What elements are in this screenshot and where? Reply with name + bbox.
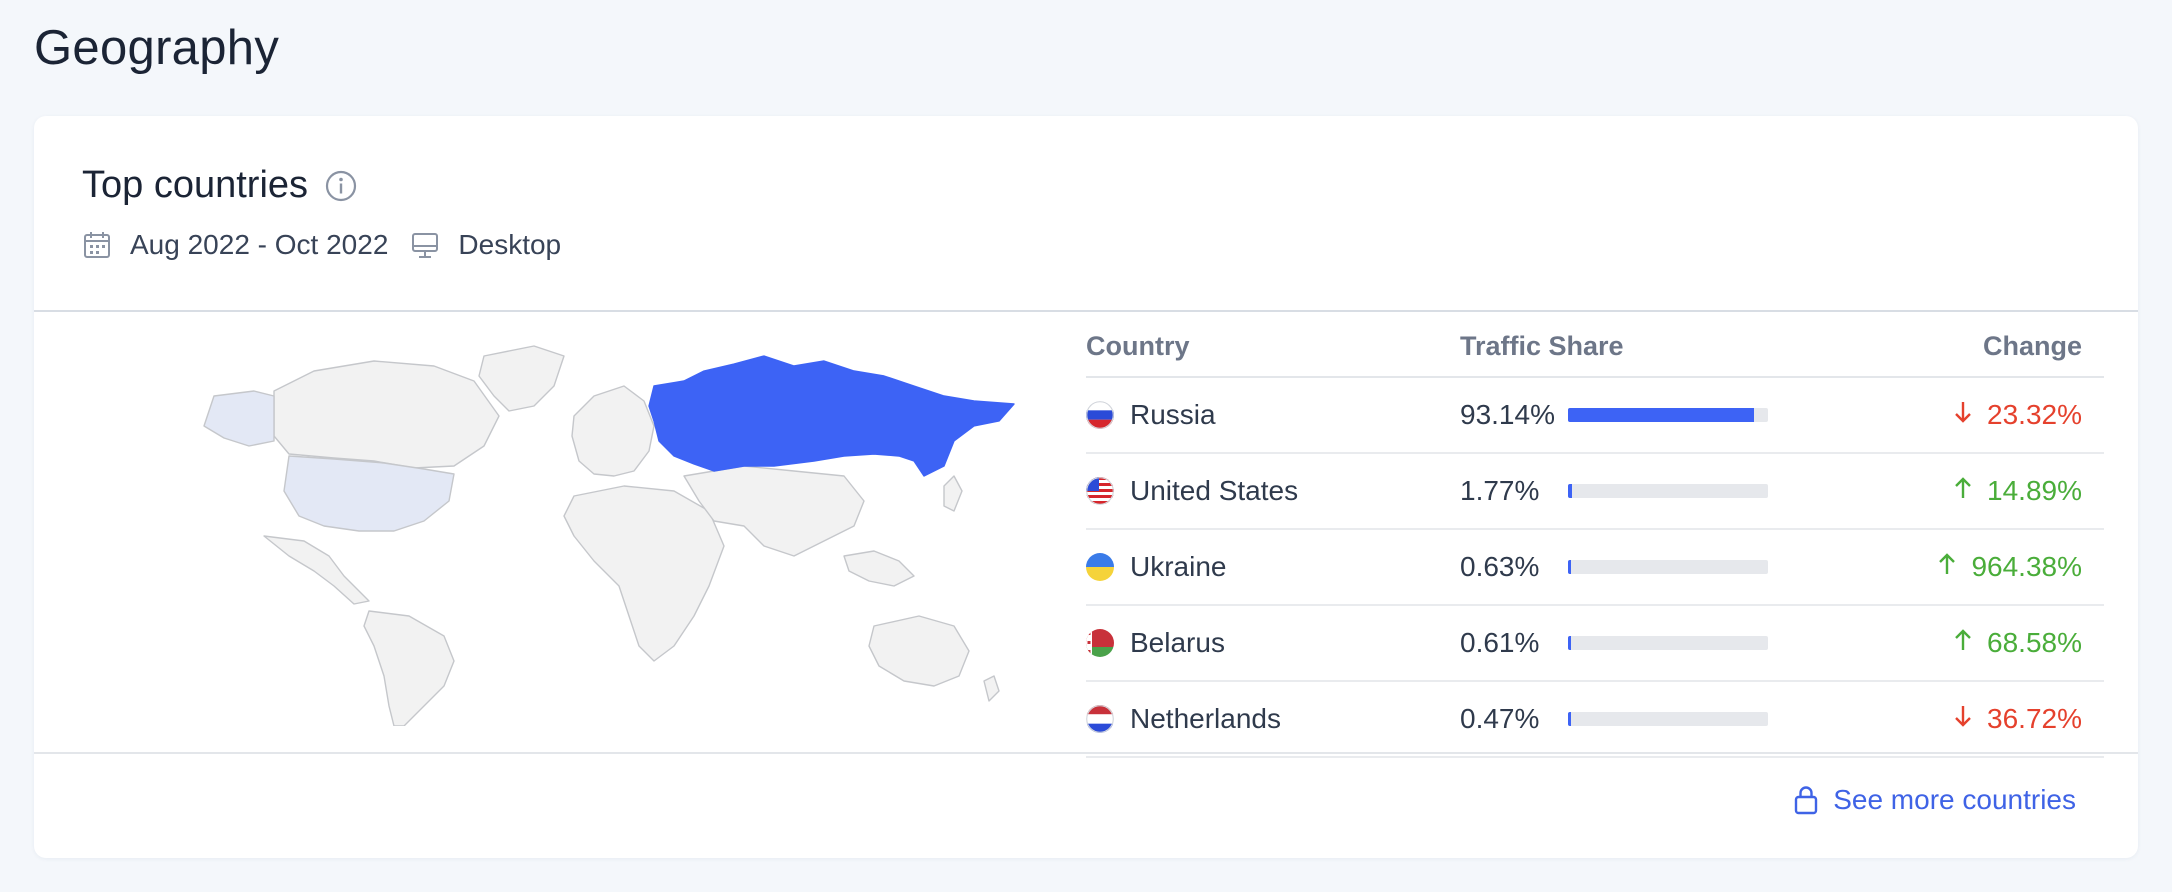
map-asia-south [683,465,865,557]
meta-row: Aug 2022 - Oct 2022 Desktop [82,229,561,261]
arrow-up-icon [1953,628,1973,659]
map-mexico [263,535,370,605]
table-row[interactable]: Belarus 0.61% 68.58% [1086,606,2104,682]
footer-divider [34,752,2138,754]
header-country[interactable]: Country [1086,330,1190,361]
traffic-share-bar [1568,484,1768,498]
traffic-share-bar-fill [1568,560,1571,574]
table-header: Country Traffic Share Change [1086,316,2104,378]
top-countries-card: Top countries [34,116,2138,858]
map-united-states [283,455,455,532]
flag-united-states-icon [1086,477,1114,505]
arrow-up-icon [1953,476,1973,507]
map-greenland [478,345,565,412]
card-title: Top countries [82,164,309,206]
change-value: 68.58% [1987,627,2082,658]
map-canada [273,360,500,469]
country-name[interactable]: United States [1130,475,1299,506]
map-europe [571,385,655,477]
country-name[interactable]: Ukraine [1130,551,1227,582]
flag-russia-icon [1086,401,1114,429]
traffic-share-bar-fill [1568,484,1572,498]
arrow-down-icon [1953,704,1973,735]
flag-netherlands-icon [1086,705,1114,733]
traffic-share-value: 1.77% [1460,475,1540,506]
lock-icon [1793,785,1819,815]
arrow-up-icon [1937,552,1957,583]
page-title: Geography [34,21,280,75]
map-africa [563,485,725,662]
map-south-america [363,610,455,727]
change-value: 36.72% [1987,703,2082,734]
traffic-share-bar-fill [1568,636,1571,650]
header-divider [34,310,2138,312]
date-range: Aug 2022 - Oct 2022 [130,229,389,260]
desktop-icon [410,230,440,260]
info-icon[interactable] [324,169,358,203]
change-value: 23.32% [1987,399,2082,430]
table-row[interactable]: Russia 93.14% 23.32% [1086,378,2104,454]
table-row[interactable]: Ukraine 0.63% 964.38% [1086,530,2104,606]
see-more-label[interactable]: See more countries [1833,784,2076,815]
country-name[interactable]: Russia [1130,399,1216,430]
header-change[interactable]: Change [1982,330,2082,361]
traffic-share-bar [1568,636,1768,650]
map-se-asia [843,550,915,587]
traffic-share-bar-fill [1568,408,1754,422]
map-australia [868,615,970,687]
map-russia [648,355,1015,477]
world-map-svg [203,345,1015,727]
map-new-zealand [983,675,1000,702]
change-value: 964.38% [1971,551,2082,582]
calendar-icon [82,230,112,260]
see-more-countries-link[interactable]: See more countries [1793,784,2076,816]
traffic-share-value: 0.47% [1460,703,1540,734]
map-japan [943,475,963,512]
map-alaska [203,390,275,447]
change-value: 14.89% [1987,475,2082,506]
flag-belarus-icon [1086,629,1114,657]
traffic-share-bar-fill [1568,712,1571,726]
card-header: Top countries [82,164,561,261]
country-name[interactable]: Belarus [1130,627,1225,658]
device-label: Desktop [458,229,562,260]
traffic-share-bar [1568,408,1768,422]
header-traffic-share[interactable]: Traffic Share [1460,330,1624,361]
traffic-share-value: 93.14% [1460,399,1555,430]
flag-ukraine-icon [1086,553,1114,581]
countries-table: Country Traffic Share Change Russia 93.1… [1086,316,2104,758]
card-title-row: Top countries [82,164,561,207]
world-map[interactable] [154,326,1034,727]
arrow-down-icon [1953,400,1973,431]
traffic-share-value: 0.61% [1460,627,1540,658]
traffic-share-bar [1568,712,1768,726]
traffic-share-value: 0.63% [1460,551,1540,582]
table-row[interactable]: United States 1.77% 14.89% [1086,454,2104,530]
traffic-share-bar [1568,560,1768,574]
table-row[interactable]: Netherlands 0.47% 36.72% [1086,682,2104,758]
country-name[interactable]: Netherlands [1130,703,1281,734]
